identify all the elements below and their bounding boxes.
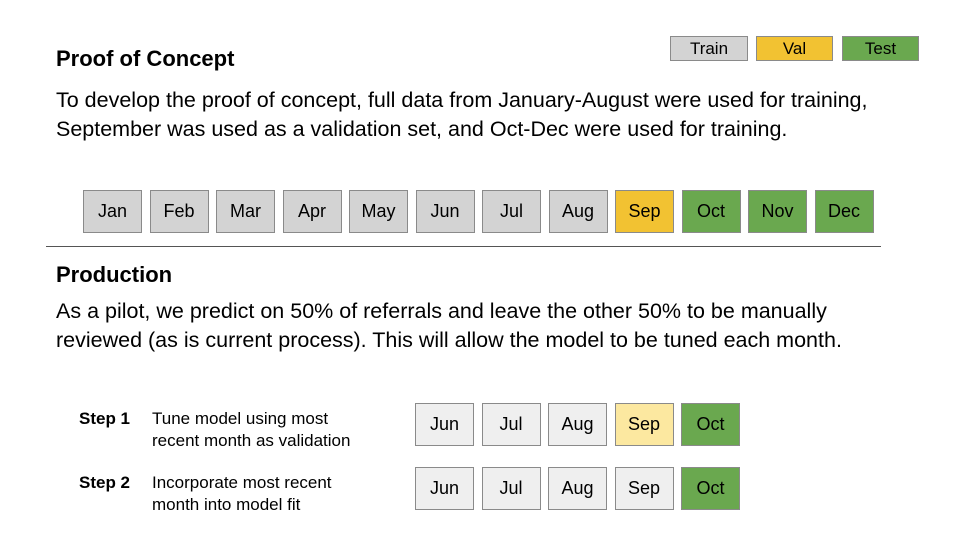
step-1-month-oct: Oct xyxy=(681,403,740,446)
poc-month-feb: Feb xyxy=(149,190,209,233)
production-text: As a pilot, we predict on 50% of referra… xyxy=(56,299,842,352)
poc-month-jul: Jul xyxy=(482,190,541,233)
poc-month-nov: Nov xyxy=(748,190,807,233)
step-2-month-jul: Jul xyxy=(481,467,541,510)
poc-title: Proof of Concept xyxy=(56,46,235,71)
step-1-desc-line-2: recent month as validation xyxy=(152,431,351,450)
production-title: Production xyxy=(56,262,173,287)
step-2-desc-line-2: month into model fit xyxy=(152,495,301,514)
poc-month-mar: Mar xyxy=(216,190,275,233)
poc-month-may: May xyxy=(349,190,408,233)
step-2-month-oct: Oct xyxy=(681,467,740,510)
step-2-description: Incorporate most recent month into model… xyxy=(152,472,392,516)
legend-test: Test xyxy=(842,36,919,61)
poc-month-aug: Aug xyxy=(548,190,608,233)
poc-month-jun: Jun xyxy=(415,190,475,233)
poc-month-sep: Sep xyxy=(615,190,674,233)
step-1-month-jul: Jul xyxy=(481,403,541,446)
step-1-desc-line-1: Tune model using most xyxy=(152,409,329,428)
legend-train: Train xyxy=(670,36,748,61)
step-1-month-jun: Jun xyxy=(415,403,474,446)
step-1-month-sep: Sep xyxy=(614,403,674,446)
step-2-desc-line-1: Incorporate most recent xyxy=(152,473,332,492)
step-1-month-aug: Aug xyxy=(548,403,607,446)
poc-month-oct: Oct xyxy=(681,190,741,233)
step-2-label: Step 2 xyxy=(79,473,131,492)
step-2-month-jun: Jun xyxy=(415,467,474,510)
poc-month-dec: Dec xyxy=(814,190,874,233)
poc-month-apr: Apr xyxy=(282,190,342,233)
section-divider xyxy=(46,246,881,247)
poc-month-jan: Jan xyxy=(83,190,142,233)
poc-text: To develop the proof of concept, full da… xyxy=(56,88,868,141)
step-2-month-aug: Aug xyxy=(548,467,607,510)
step-1-label: Step 1 xyxy=(79,409,131,428)
legend-val: Val xyxy=(756,36,833,61)
step-2-month-sep: Sep xyxy=(614,467,674,510)
step-1-description: Tune model using most recent month as va… xyxy=(152,408,392,452)
